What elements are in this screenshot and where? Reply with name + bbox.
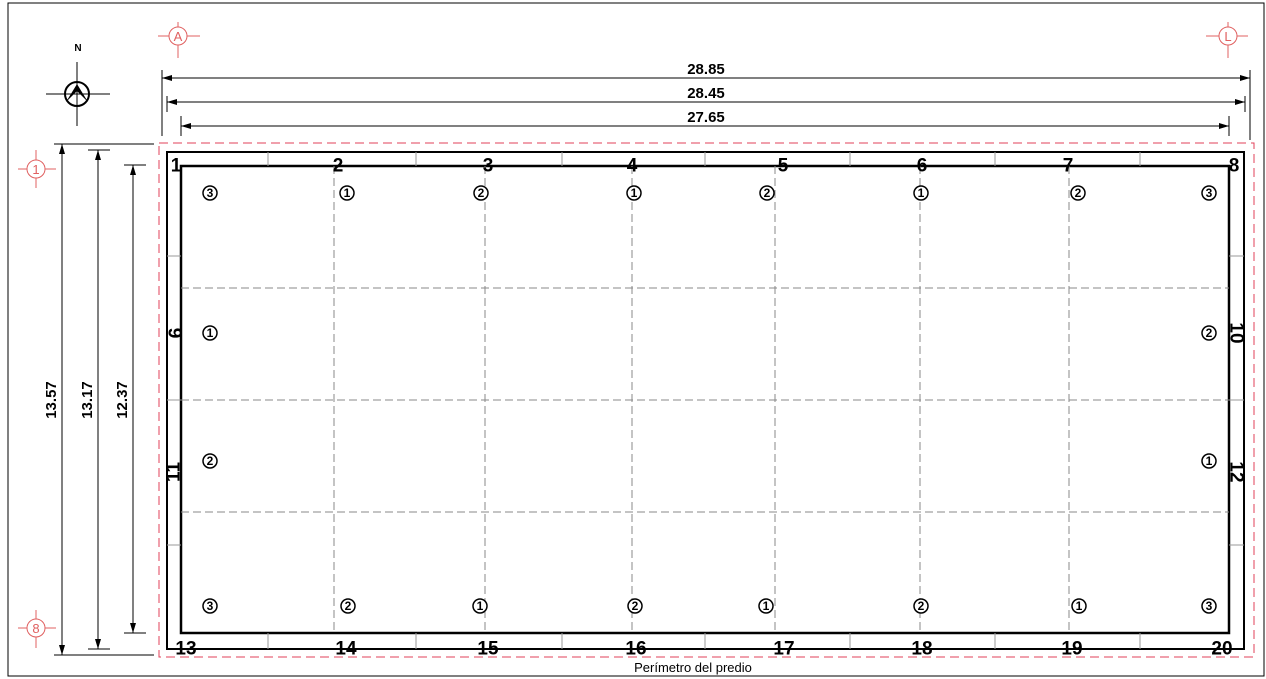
- point-5-marker-icon: [759, 185, 775, 201]
- grid-axis-a: A: [158, 22, 200, 58]
- point-19-marker-icon: [1071, 598, 1087, 614]
- grid-axis-l-label: L: [1224, 29, 1231, 44]
- point-15-value: 1: [477, 599, 484, 613]
- dimension-height-outer: 13.57: [43, 143, 154, 656]
- point-20-number: 20: [1211, 639, 1232, 660]
- page-border: [7, 2, 1265, 677]
- point-10-value: 2: [1206, 326, 1213, 340]
- point-8-number: 8: [1229, 156, 1240, 177]
- point-2-marker-icon: [339, 185, 355, 201]
- dimension-width-mid: 28.45: [166, 85, 1246, 112]
- grid-axis-a-label: A: [174, 29, 183, 44]
- point-4-number: 4: [627, 156, 638, 177]
- point-8-marker-icon: [1201, 185, 1217, 201]
- point-12-value: 1: [1206, 454, 1213, 468]
- point-7-value: 2: [1075, 186, 1082, 200]
- point-15-number: 15: [477, 639, 499, 660]
- north-label: N: [74, 43, 81, 54]
- point-2-number: 2: [333, 156, 344, 177]
- point-19-value: 1: [1076, 599, 1083, 613]
- point-20-marker-icon: [1201, 598, 1217, 614]
- property-perimeter: [158, 142, 1255, 658]
- dimension-height-inner: 12.37: [114, 164, 146, 634]
- grid-axis-8: 8: [18, 610, 56, 648]
- point-1-value: 3: [207, 186, 214, 200]
- grid-axis-1-label: 1: [32, 162, 39, 177]
- point-12-number: 12: [1226, 461, 1247, 482]
- point-14-value: 2: [345, 599, 352, 613]
- dimension-width-inner-text: 27.65: [687, 109, 725, 126]
- point-4-value: 1: [631, 186, 638, 200]
- point-14-number: 14: [335, 639, 357, 660]
- grid-axis-l: L: [1206, 22, 1248, 58]
- point-14-marker-icon: [340, 598, 356, 614]
- grid-axis-1: 1: [18, 150, 56, 188]
- point-10-marker-icon: [1201, 325, 1217, 341]
- point-6-number: 6: [917, 156, 928, 177]
- point-17-marker-icon: [758, 598, 774, 614]
- point-3-number: 3: [483, 156, 494, 177]
- point-11-number: 11: [164, 462, 185, 483]
- point-13-marker-icon: [202, 598, 218, 614]
- dimension-width-mid-text: 28.45: [687, 85, 725, 102]
- perimeter-caption: Perímetro del predio: [634, 660, 752, 675]
- point-10-number: 10: [1226, 322, 1247, 343]
- point-5-number: 5: [778, 156, 789, 177]
- point-18-number: 18: [911, 639, 932, 660]
- dashed-grid: [181, 166, 1229, 633]
- dimension-width-outer-text: 28.85: [687, 61, 725, 78]
- point-13-value: 3: [207, 599, 214, 613]
- north-arrow-icon: [46, 62, 110, 126]
- point-11-value: 2: [207, 454, 214, 468]
- point-8-value: 3: [1206, 186, 1213, 200]
- grid-axis-8-label: 8: [32, 621, 39, 636]
- point-2-value: 1: [344, 186, 351, 200]
- point-13-number: 13: [175, 639, 196, 660]
- point-9-number: 9: [164, 328, 185, 339]
- point-9-value: 1: [207, 326, 214, 340]
- point-19-number: 19: [1061, 639, 1082, 660]
- point-15-marker-icon: [472, 598, 488, 614]
- point-3-marker-icon: [473, 185, 489, 201]
- point-6-value: 1: [918, 186, 925, 200]
- point-18-marker-icon: [913, 598, 929, 614]
- point-5-value: 2: [764, 186, 771, 200]
- point-18-value: 2: [918, 599, 925, 613]
- point-17-number: 17: [773, 639, 794, 660]
- point-12-marker-icon: [1201, 453, 1217, 469]
- point-7-number: 7: [1063, 156, 1074, 177]
- dimension-height-outer-text: 13.57: [43, 381, 60, 419]
- point-16-value: 2: [632, 599, 639, 613]
- point-3-value: 2: [478, 186, 485, 200]
- point-4-marker-icon: [626, 185, 642, 201]
- dimension-width-inner: 27.65: [180, 109, 1230, 136]
- point-20-value: 3: [1206, 599, 1213, 613]
- point-1-marker-icon: [202, 185, 218, 201]
- dimension-width-outer: 28.85: [161, 61, 1251, 140]
- point-9-marker-icon: [202, 325, 218, 341]
- point-6-marker-icon: [913, 185, 929, 201]
- point-16-marker-icon: [627, 598, 643, 614]
- point-17-value: 1: [763, 599, 770, 613]
- point-7-marker-icon: [1070, 185, 1086, 201]
- point-11-marker-icon: [202, 453, 218, 469]
- wall-ticks: [167, 152, 1244, 649]
- dimension-height-mid: 13.17: [79, 149, 110, 650]
- point-16-number: 16: [625, 639, 646, 660]
- point-1-number: 1: [171, 156, 182, 177]
- dimension-height-inner-text: 12.37: [114, 381, 131, 419]
- dimension-height-mid-text: 13.17: [79, 381, 96, 419]
